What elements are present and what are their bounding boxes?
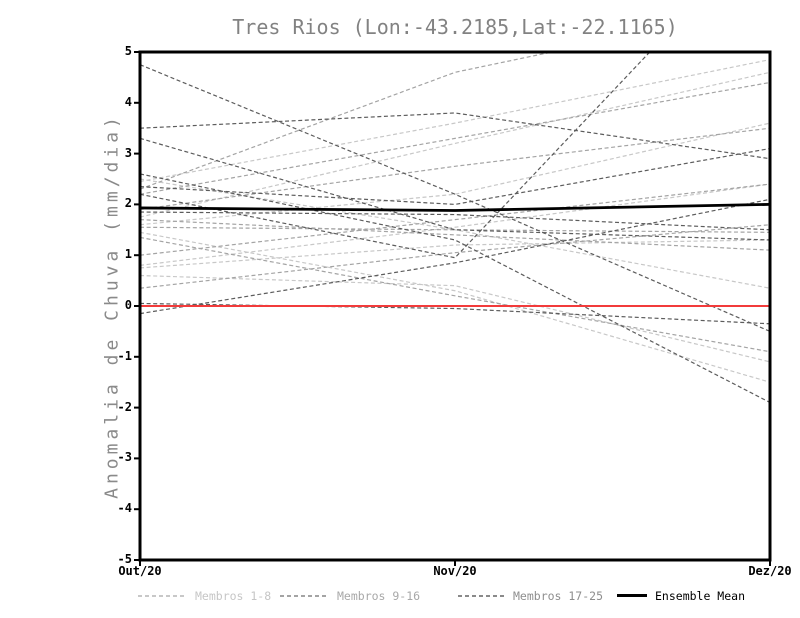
y-tick-label: 5 — [124, 44, 132, 58]
member-line-group2 — [140, 224, 770, 289]
x-tick-label: Nov/20 — [433, 564, 477, 578]
member-line-group2 — [140, 183, 770, 256]
member-line-group2 — [140, 226, 770, 233]
member-line-group2 — [140, 127, 770, 211]
y-tick-label: 3 — [124, 145, 132, 160]
y-tick-label: -2 — [117, 399, 132, 414]
y-tick-label: -5 — [117, 552, 132, 566]
member-line-group3 — [140, 302, 770, 325]
x-tick-label: Dez/20 — [748, 564, 792, 578]
member-line-group3 — [140, 137, 770, 241]
member-line-group2 — [140, 81, 770, 195]
member-line-group1 — [140, 71, 770, 218]
member-line-group1 — [140, 274, 770, 363]
member-line-group1 — [140, 59, 770, 183]
y-tick-label: -3 — [117, 450, 132, 465]
member-line-group3 — [140, 147, 770, 206]
y-tick-label: 4 — [124, 94, 132, 109]
member-line-group3 — [140, 112, 770, 160]
y-tick-label: 0 — [124, 298, 132, 312]
member-line-group3 — [140, 173, 770, 404]
ensemble-mean-line — [140, 203, 770, 212]
member-line-group2 — [140, 219, 770, 251]
member-line-group3 — [140, 52, 651, 259]
x-tick-label: Out/20 — [118, 564, 162, 578]
member-line-group1 — [140, 183, 770, 266]
y-tick-label: 2 — [124, 196, 132, 211]
member-line-group3 — [140, 64, 770, 332]
member-line-group3 — [140, 198, 770, 315]
member-line-group1 — [140, 122, 770, 226]
member-line-group2 — [140, 236, 770, 353]
member-line-group1 — [140, 231, 770, 383]
member-line-group2 — [140, 52, 555, 190]
chart-title: Tres Rios (Lon:-43.2185,Lat:-22.1165) — [232, 15, 678, 39]
y-tick-label: -4 — [117, 501, 132, 516]
member-line-group3 — [140, 211, 770, 231]
y-tick-label: -1 — [117, 348, 132, 363]
y-tick-label: 1 — [124, 247, 132, 262]
